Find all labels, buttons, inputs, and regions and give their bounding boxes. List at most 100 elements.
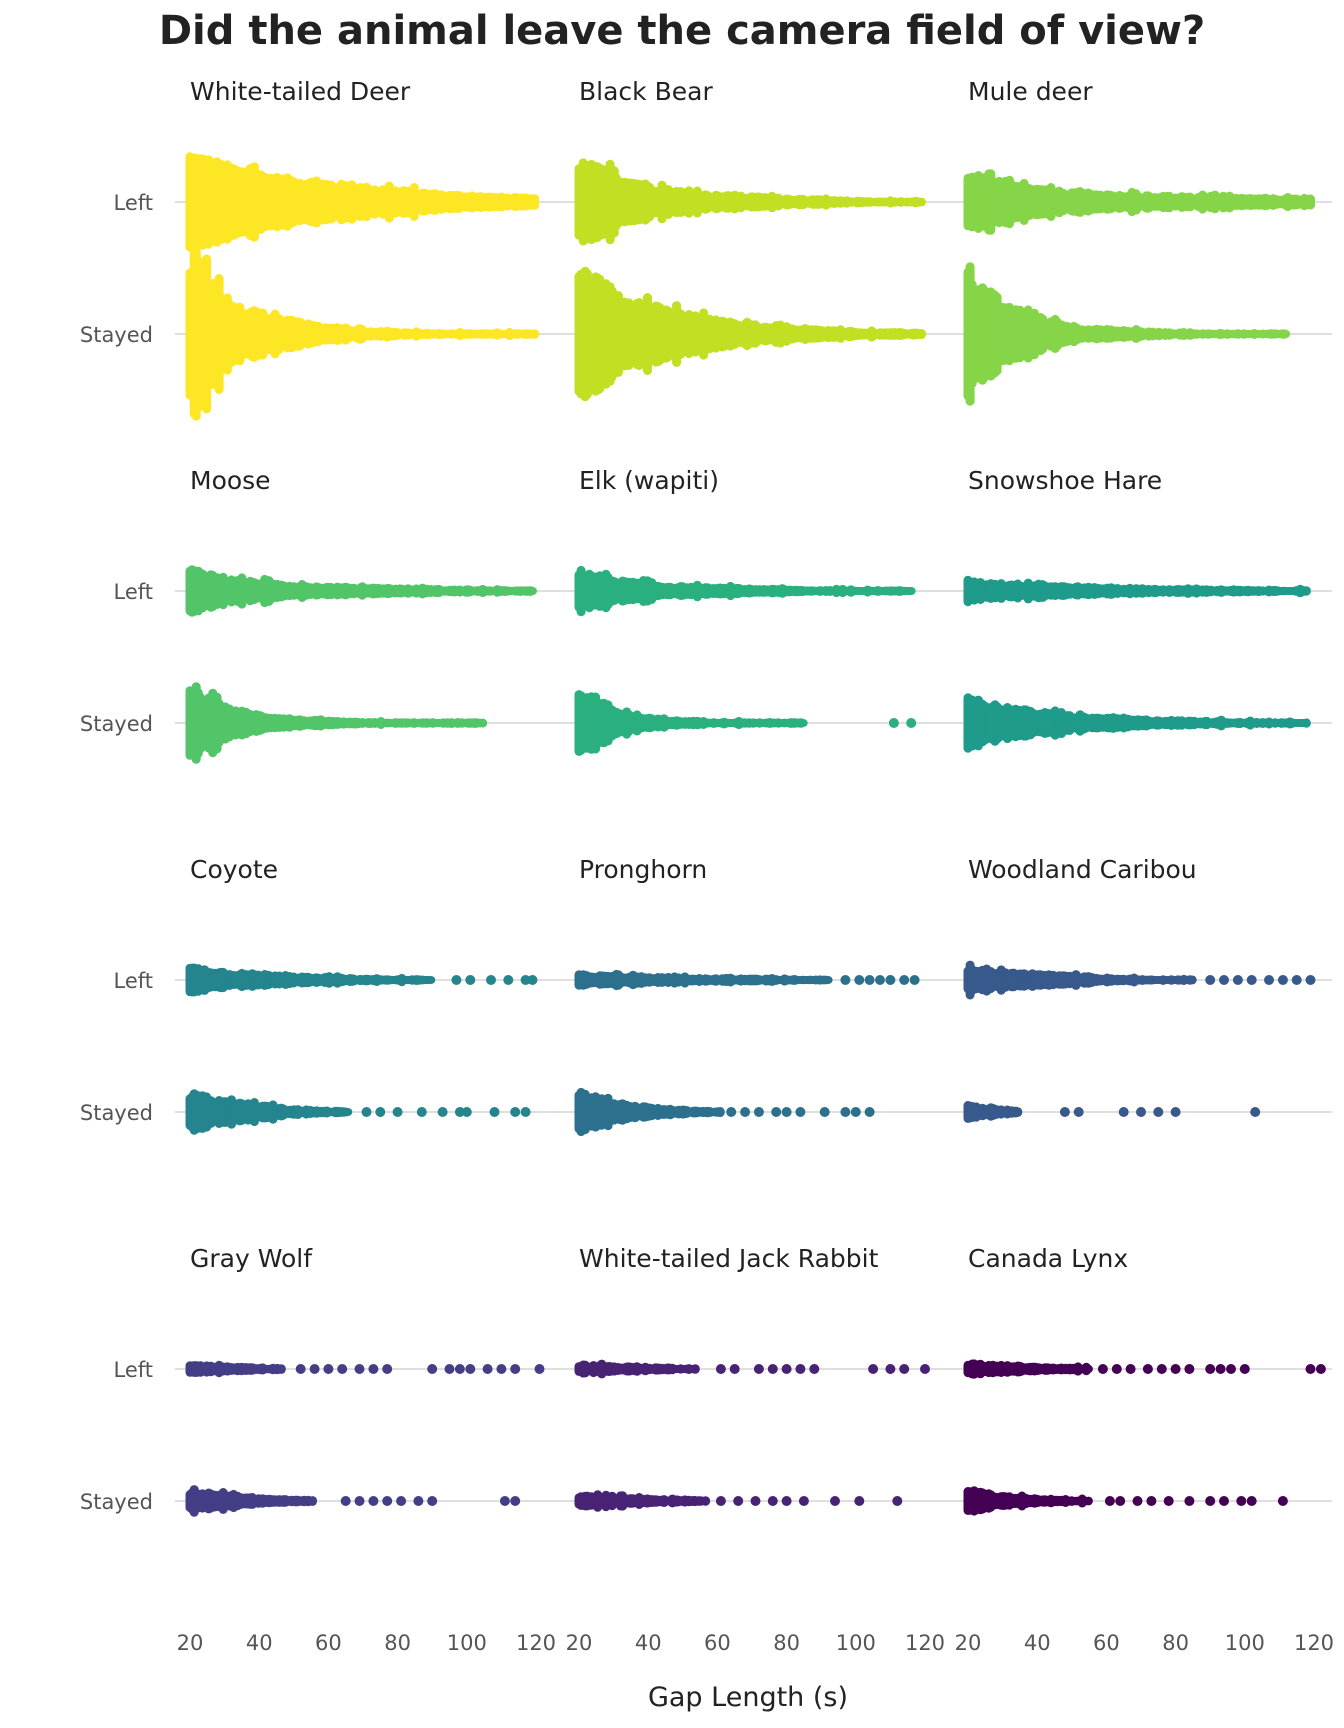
x-tick-label: 60 bbox=[315, 1631, 342, 1655]
series-left bbox=[185, 1360, 545, 1378]
swarm-column bbox=[1187, 975, 1197, 985]
data-point bbox=[461, 1107, 472, 1117]
panel-title: Canada Lynx bbox=[968, 1244, 1128, 1273]
data-point bbox=[840, 1107, 851, 1117]
data-point bbox=[1219, 975, 1229, 985]
swarm-column bbox=[343, 1108, 353, 1116]
data-point bbox=[465, 975, 476, 985]
panel-white-tailed-jack-rabbit: White-tailed Jack Rabbit bbox=[574, 1244, 930, 1512]
series-left bbox=[185, 565, 537, 617]
data-point bbox=[392, 1107, 403, 1117]
data-point bbox=[781, 1364, 792, 1374]
series-stayed bbox=[185, 247, 540, 421]
swarm-column bbox=[906, 587, 916, 595]
data-point bbox=[767, 1364, 778, 1374]
data-point bbox=[534, 1364, 545, 1374]
data-point bbox=[885, 975, 896, 985]
swarm-column bbox=[701, 1496, 711, 1506]
data-point bbox=[771, 1107, 782, 1117]
data-point bbox=[1219, 1496, 1229, 1506]
y-tick-label: Left bbox=[113, 969, 153, 993]
series-stayed bbox=[574, 1490, 903, 1512]
data-point bbox=[382, 1496, 393, 1506]
data-point bbox=[354, 1496, 365, 1506]
series-stayed bbox=[574, 1087, 875, 1137]
series-left bbox=[963, 169, 1315, 235]
data-point bbox=[510, 1107, 521, 1117]
panel-title: Coyote bbox=[190, 855, 278, 884]
series-stayed bbox=[185, 1089, 531, 1135]
data-point bbox=[781, 1107, 792, 1117]
data-point bbox=[1184, 1496, 1195, 1506]
x-tick-label: 40 bbox=[246, 1631, 273, 1655]
y-tick-label: Stayed bbox=[80, 1490, 153, 1514]
data-point bbox=[850, 1107, 861, 1117]
data-point bbox=[368, 1496, 379, 1506]
data-point bbox=[465, 1364, 476, 1374]
series-left bbox=[574, 1359, 930, 1379]
series-left bbox=[574, 158, 926, 246]
swarm-column bbox=[917, 329, 926, 339]
data-point bbox=[1170, 1364, 1181, 1374]
series-left bbox=[574, 969, 920, 991]
x-tick-label: 120 bbox=[516, 1631, 556, 1655]
panel-elk-wapiti-: Elk (wapiti) bbox=[574, 466, 917, 756]
swarm-column bbox=[1281, 329, 1291, 339]
series-left bbox=[185, 963, 538, 997]
x-tick-label: 20 bbox=[566, 1631, 593, 1655]
data-point bbox=[499, 1496, 510, 1506]
x-tick-label: 100 bbox=[1225, 1631, 1265, 1655]
x-axes: 20 40 60 80 100 120 20 40 60 80 100 120 20 40 60 80 100 1… bbox=[177, 1631, 1334, 1655]
data-point bbox=[340, 1496, 351, 1506]
series-stayed bbox=[185, 682, 488, 764]
x-tick-label: 100 bbox=[447, 1631, 487, 1655]
data-point bbox=[1184, 1364, 1195, 1374]
data-point bbox=[795, 1364, 806, 1374]
data-point bbox=[510, 1364, 521, 1374]
data-point bbox=[1305, 975, 1316, 985]
data-point bbox=[830, 1496, 840, 1506]
panel-title: Gray Wolf bbox=[190, 1244, 313, 1273]
data-point bbox=[899, 975, 910, 985]
swarm-column bbox=[798, 719, 808, 727]
data-point bbox=[1250, 1107, 1261, 1117]
series-left bbox=[574, 565, 916, 617]
panel-title: Woodland Caribou bbox=[968, 855, 1197, 884]
data-point bbox=[427, 1364, 438, 1374]
series-left bbox=[185, 152, 540, 252]
series-stayed bbox=[963, 1486, 1288, 1516]
data-point bbox=[750, 1496, 761, 1506]
data-point bbox=[1163, 1496, 1174, 1506]
data-point bbox=[1236, 1496, 1247, 1506]
y-tick-label: Stayed bbox=[80, 323, 153, 347]
data-point bbox=[510, 1496, 521, 1506]
swarm-column bbox=[1301, 586, 1311, 596]
panel-title: Elk (wapiti) bbox=[579, 466, 719, 495]
data-point bbox=[1277, 1496, 1288, 1506]
x-tick-label: 60 bbox=[1093, 1631, 1120, 1655]
series-stayed bbox=[963, 262, 1291, 406]
data-point bbox=[888, 718, 899, 728]
data-point bbox=[920, 1364, 930, 1374]
swarm-column bbox=[1013, 1107, 1023, 1117]
data-point bbox=[375, 1107, 386, 1117]
data-point bbox=[1170, 1107, 1181, 1117]
series-left bbox=[963, 575, 1311, 607]
data-point bbox=[795, 1107, 806, 1117]
panel-black-bear: Black Bear bbox=[574, 77, 926, 402]
data-point bbox=[323, 1364, 334, 1374]
x-tick-label: 20 bbox=[955, 1631, 982, 1655]
data-point bbox=[1277, 975, 1288, 985]
data-point bbox=[729, 1364, 740, 1374]
data-point bbox=[496, 1364, 507, 1374]
data-point bbox=[819, 1107, 830, 1117]
x-axis-label: Gap Length (s) bbox=[648, 1682, 848, 1713]
data-point bbox=[1291, 975, 1302, 985]
data-point bbox=[520, 975, 531, 985]
data-point bbox=[354, 1364, 365, 1374]
swarm-column bbox=[308, 1496, 317, 1506]
data-point bbox=[1059, 1107, 1070, 1117]
series-stayed bbox=[574, 690, 917, 756]
data-point bbox=[892, 1496, 903, 1506]
x-tick-label: 120 bbox=[1294, 1631, 1334, 1655]
